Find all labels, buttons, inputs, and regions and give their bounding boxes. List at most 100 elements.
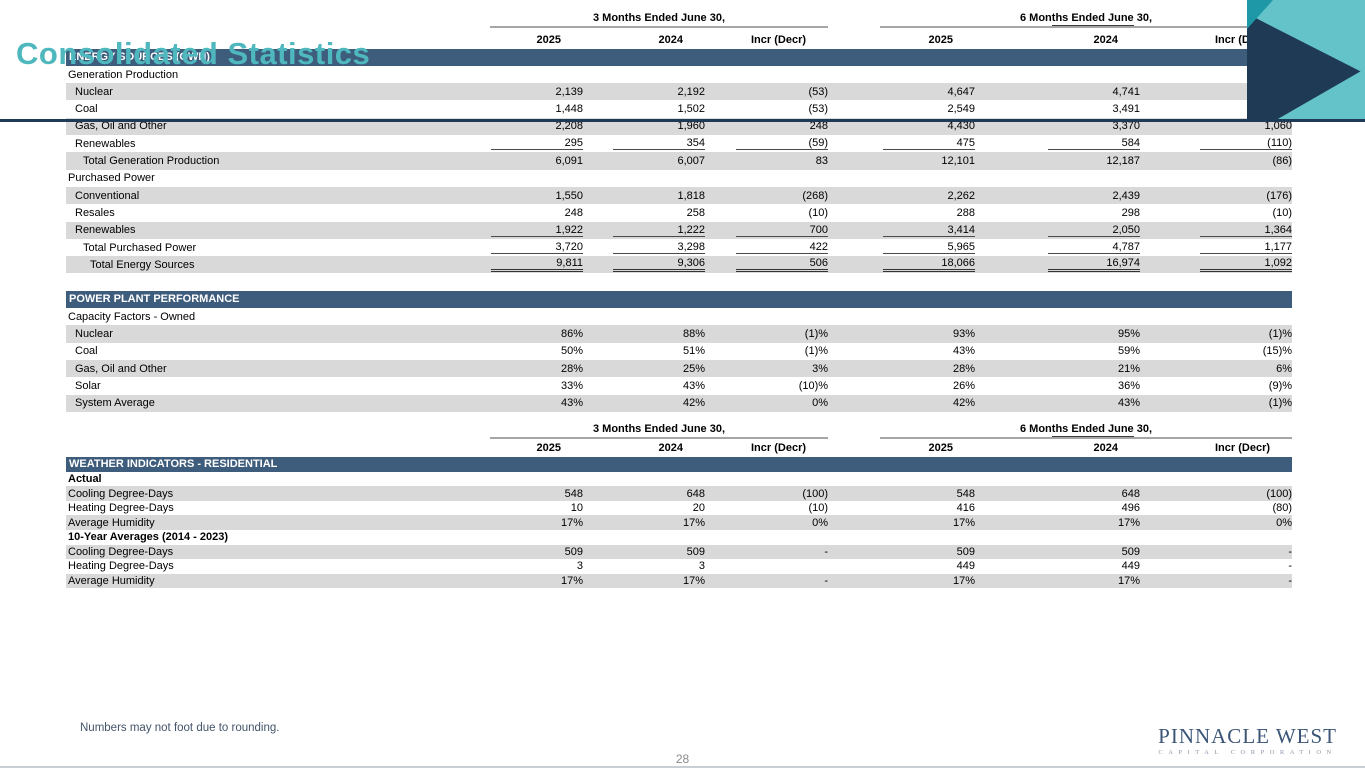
row-label: Average Humidity (66, 515, 490, 530)
cell-value: 0% (705, 394, 829, 412)
cell-value: 548 (490, 486, 583, 501)
row-label: Resales (75, 206, 115, 219)
table-row: POWER PLANT PERFORMANCE (66, 290, 1293, 309)
section-header: POWER PLANT PERFORMANCE (66, 290, 1293, 309)
cell-value: 16,974 (975, 256, 1141, 274)
cell-value: - (1140, 573, 1293, 589)
cell-value: 248 (705, 117, 829, 136)
cell-value (583, 170, 705, 187)
table-row (66, 273, 1293, 291)
cell-value: 43% (490, 394, 583, 412)
cell-value: 17% (490, 515, 583, 530)
cell-value: 1,448 (555, 103, 583, 116)
corner-decoration (1245, 0, 1365, 119)
cell-value: 51% (682, 345, 705, 358)
table-row: Renewables 295 354 (59) 475 584 (110) (66, 135, 1293, 152)
table-row: Conventional 1,550 1,818 (268) 2,262 2,439 (17… (66, 186, 1293, 205)
cell-value: 648 (583, 486, 705, 501)
table-row: Solar 33% 43% (10)% 26% 36% (9)% (66, 377, 1292, 394)
table-row: WEATHER INDICATORS - RESIDENTIAL (66, 457, 1293, 472)
table-row: Average Humidity 17% 17% -17% 17% - (66, 573, 1293, 589)
table-row: Cooling Degree-Days 548 648 (100) 548 648 (100… (66, 486, 1293, 501)
cell-value (975, 308, 1140, 325)
column-header: Incr (Decr) (751, 442, 807, 455)
cell-value: 4,787 (975, 239, 1141, 256)
cell-value: 6,007 (583, 152, 705, 170)
cell-value: (15)% (1262, 345, 1293, 358)
cell-value: 95% (975, 325, 1141, 343)
row-label: Coal (75, 345, 98, 358)
column-header: 2024 (658, 33, 683, 46)
cell-value: 25% (583, 359, 705, 378)
column-header: Incr (Decr) (751, 33, 807, 46)
cell-value: 3 (576, 560, 583, 573)
energy-sources-table: 3 Months Ended June 30, 6 Months Ended Ju… (66, 7, 1293, 412)
cell-value: (1)% (1140, 325, 1293, 343)
cell-value: (59) (705, 135, 829, 152)
column-header: Incr (Decr) (1215, 442, 1271, 455)
cell-value (880, 530, 975, 545)
cell-value: (100) (1140, 486, 1293, 501)
corner-navy-strip (1247, 0, 1253, 119)
cell-value: 1,922 (490, 221, 583, 239)
cell-value (490, 308, 583, 325)
cell-value: 2,192 (583, 83, 705, 101)
cell-value: 2,439 (975, 186, 1141, 205)
cell-value: 700 (705, 221, 829, 239)
column-header: 2024 (1093, 442, 1119, 455)
cell-value: 1,060 (1140, 117, 1293, 136)
cell-value: 509 (880, 544, 976, 560)
header-divider (0, 119, 1365, 122)
cell-value (705, 472, 828, 487)
cell-value (975, 66, 1140, 83)
cell-value: 548 (880, 486, 976, 501)
column-header: 2025 (928, 442, 954, 455)
row-label: 10-Year Averages (2014 - 2023) (68, 531, 229, 544)
cell-value: 449 (956, 560, 976, 573)
cell-value: 18,066 (880, 256, 976, 274)
row-label: Actual (68, 472, 102, 485)
cell-value: 2,208 (490, 117, 583, 136)
cell-value: 33% (560, 379, 583, 392)
cell-value (880, 170, 975, 187)
table-row: Capacity Factors - Owned (66, 308, 1292, 325)
cell-value: 2,549 (947, 103, 976, 116)
row-label: Heating Degree-Days (68, 502, 174, 515)
table-row: Heating Degree-Days 10 20 (10) 416 496 (80) (66, 501, 1292, 516)
cell-value (490, 530, 583, 545)
cell-value (705, 530, 828, 545)
cell-value (880, 66, 975, 83)
cell-value: 506 (705, 256, 829, 274)
cell-value: (176) (1140, 186, 1293, 205)
row-label: Total Generation Production (66, 152, 490, 170)
cell-value: (10)% (798, 379, 829, 392)
column-group-header: 3 Months Ended June 30, (490, 7, 829, 29)
cell-value: 1,818 (583, 186, 705, 205)
cell-value: 4,647 (880, 83, 976, 101)
cell-value: (1)% (804, 345, 829, 358)
weather-indicators-table: 3 Months Ended June 30, 6 Months Ended Ju… (66, 420, 1293, 589)
column-group-header: 6 Months Ended June 30, (880, 420, 1293, 440)
row-label: Gas, Oil and Other (66, 117, 490, 136)
cell-value: (10) (808, 206, 829, 219)
cell-value (1140, 530, 1292, 545)
table-row: Renewables 1,922 1,222 700 3,414 2,050 1,364 (66, 221, 1293, 239)
footnote: Numbers may not foot due to rounding. (80, 722, 280, 734)
cell-value: 42% (583, 394, 705, 412)
cell-value: 43% (682, 379, 705, 392)
cell-value: 83 (705, 152, 829, 170)
row-label: Cooling Degree-Days (66, 544, 490, 560)
cell-value: 354 (583, 135, 705, 152)
cell-value (705, 559, 828, 574)
table-row: Purchased Power (66, 170, 1292, 187)
cell-value: 17% (490, 573, 583, 589)
cell-value (583, 308, 705, 325)
section-header: WEATHER INDICATORS - RESIDENTIAL (66, 457, 1293, 472)
cell-value: 248 (564, 206, 583, 219)
cell-value (975, 530, 1140, 545)
cell-value: 3,414 (880, 221, 976, 239)
cell-value (490, 170, 583, 187)
